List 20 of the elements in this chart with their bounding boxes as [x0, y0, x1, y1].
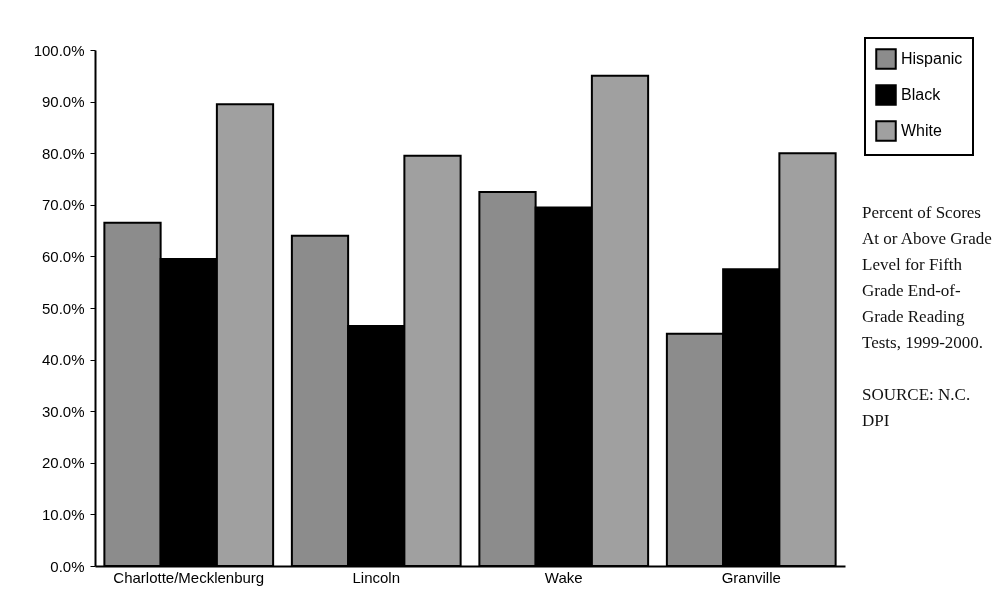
x-tick-label: Charlotte/Mecklenburg — [113, 568, 265, 586]
legend-label: Black — [901, 86, 942, 103]
y-tick-label: 90.0% — [41, 93, 85, 111]
y-tick-label: 70.0% — [41, 196, 85, 214]
x-tick-label: Wake — [544, 568, 583, 586]
y-tick-label: 100.0% — [33, 41, 85, 59]
y-tick-label: 0.0% — [50, 557, 85, 575]
x-tick-label: Lincoln — [352, 568, 401, 586]
text: Percent of Scores At or Above Grade Level for Fifth Grade End-of-Grade Reading Tests, 1999-2000. — [862, 202, 993, 354]
y-tick-label: 30.0% — [41, 402, 85, 420]
y-tick-label: 10.0% — [41, 505, 85, 523]
source-note: SOURCE: N.C. DPI — [862, 384, 972, 432]
y-tick-label: 20.0% — [41, 454, 85, 472]
y-tick-label: 40.0% — [41, 351, 85, 369]
y-tick-label: 80.0% — [41, 144, 85, 162]
y-tick-label: 50.0% — [41, 299, 85, 317]
legend-label: White — [901, 122, 942, 139]
x-tick-label: Granville — [721, 568, 781, 586]
y-tick-label: 60.0% — [41, 247, 85, 265]
legend-label: Hispanic — [901, 50, 963, 67]
